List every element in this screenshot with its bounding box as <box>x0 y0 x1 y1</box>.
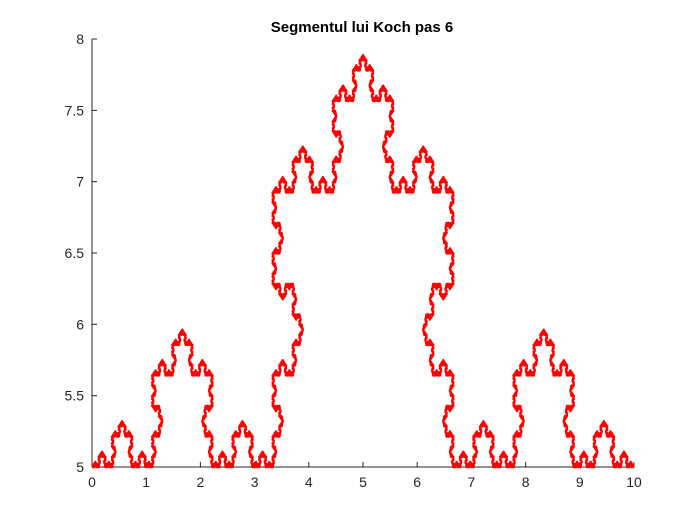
x-tick-label: 9 <box>576 474 584 490</box>
x-tick-label: 10 <box>626 474 642 490</box>
x-tick-label: 2 <box>197 474 205 490</box>
y-tick-label: 7 <box>76 174 84 190</box>
y-tick-label: 8 <box>76 31 84 47</box>
x-tick-label: 7 <box>468 474 476 490</box>
x-tick-label: 4 <box>305 474 313 490</box>
x-tick-label: 6 <box>413 474 421 490</box>
x-tick-label: 8 <box>522 474 530 490</box>
koch-curve-line <box>91 53 635 469</box>
x-tick-label: 3 <box>251 474 259 490</box>
y-tick-label: 7.5 <box>65 102 85 118</box>
y-tick-label: 5 <box>76 459 84 475</box>
x-tick-label: 5 <box>359 474 367 490</box>
chart-title: Segmentul lui Koch pas 6 <box>271 19 454 36</box>
y-tick-label: 6.5 <box>65 245 85 261</box>
x-tick-label: 1 <box>142 474 150 490</box>
y-tick-label: 6 <box>76 316 84 332</box>
x-tick-label: 0 <box>88 474 96 490</box>
y-tick-label: 5.5 <box>65 388 85 404</box>
axes: 0 1 2 3 4 5 6 7 8 9 10 5 5.5 6 6.5 7 7.5 8 <box>65 31 642 490</box>
